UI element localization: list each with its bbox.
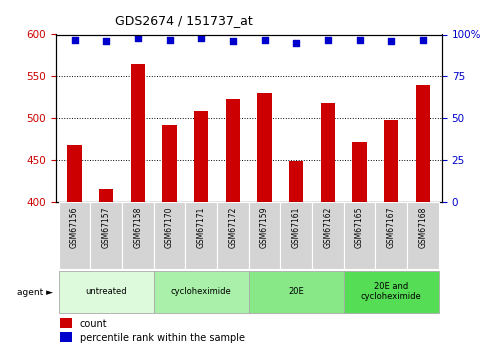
Bar: [375, 202, 407, 269]
Text: 20E: 20E: [288, 287, 304, 296]
Text: GSM67162: GSM67162: [324, 207, 332, 248]
Bar: [289, 161, 303, 202]
Bar: [226, 99, 240, 202]
Point: [134, 35, 142, 41]
Bar: [257, 93, 272, 202]
Bar: [122, 202, 154, 269]
Point: [387, 38, 395, 44]
Bar: [60, 332, 72, 342]
Point: [324, 37, 332, 42]
Point: [419, 37, 427, 42]
Point: [229, 38, 237, 44]
Point: [71, 37, 78, 42]
Bar: [154, 202, 185, 269]
Bar: [312, 202, 344, 269]
Bar: [59, 202, 90, 269]
Bar: [99, 189, 114, 202]
Text: GSM67159: GSM67159: [260, 207, 269, 248]
Bar: [321, 103, 335, 202]
Bar: [344, 272, 439, 313]
Text: GSM67172: GSM67172: [228, 207, 238, 248]
Text: GSM67168: GSM67168: [418, 207, 427, 248]
Point: [261, 37, 269, 42]
Text: percentile rank within the sample: percentile rank within the sample: [80, 333, 245, 343]
Text: untreated: untreated: [85, 287, 127, 296]
Text: GSM67171: GSM67171: [197, 207, 206, 248]
Bar: [344, 202, 375, 269]
Point: [198, 35, 205, 41]
Bar: [353, 141, 367, 202]
Bar: [68, 145, 82, 202]
Text: GSM67157: GSM67157: [102, 207, 111, 248]
Bar: [281, 202, 312, 269]
Text: count: count: [80, 318, 107, 328]
Point: [166, 37, 173, 42]
Text: cycloheximide: cycloheximide: [171, 287, 232, 296]
Bar: [407, 202, 439, 269]
Bar: [59, 272, 154, 313]
Text: GSM67156: GSM67156: [70, 207, 79, 248]
Bar: [154, 272, 249, 313]
Bar: [416, 85, 430, 202]
Text: GSM67165: GSM67165: [355, 207, 364, 248]
Bar: [194, 111, 208, 202]
Text: GDS2674 / 151737_at: GDS2674 / 151737_at: [114, 14, 253, 27]
Text: GSM67161: GSM67161: [292, 207, 301, 248]
Bar: [384, 120, 398, 202]
Point: [292, 40, 300, 46]
Text: agent ►: agent ►: [17, 288, 53, 297]
Bar: [217, 202, 249, 269]
Bar: [90, 202, 122, 269]
Point: [356, 37, 364, 42]
Text: GSM67167: GSM67167: [387, 207, 396, 248]
Bar: [162, 125, 177, 202]
Text: GSM67158: GSM67158: [133, 207, 142, 248]
Point: [102, 38, 110, 44]
Bar: [60, 318, 72, 328]
Bar: [249, 272, 344, 313]
Bar: [185, 202, 217, 269]
Bar: [131, 64, 145, 202]
Bar: [249, 202, 281, 269]
Text: GSM67170: GSM67170: [165, 207, 174, 248]
Text: 20E and
cycloheximide: 20E and cycloheximide: [361, 282, 422, 301]
